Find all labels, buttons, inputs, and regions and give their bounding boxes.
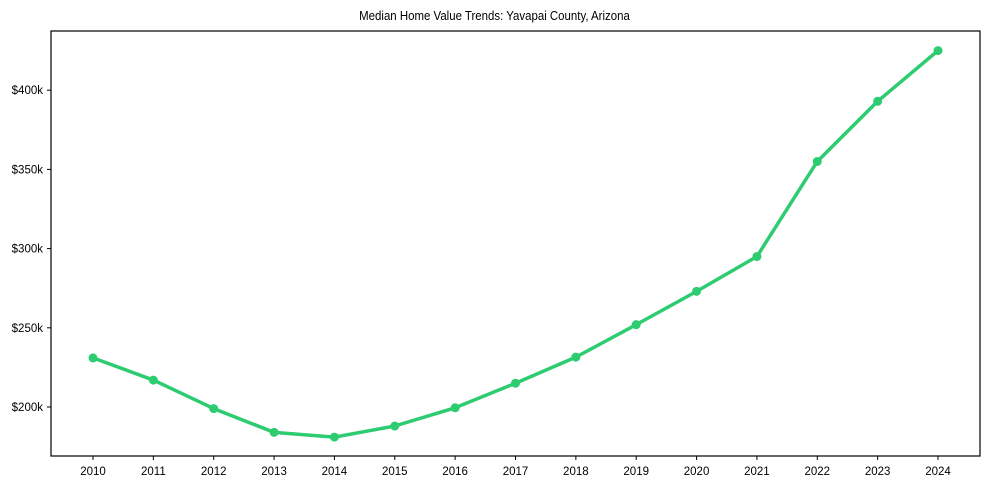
- data-point-marker: [390, 421, 400, 431]
- data-point-marker: [933, 46, 943, 56]
- x-tick-label: 2020: [684, 466, 710, 478]
- plot-area: [50, 30, 981, 457]
- x-tick-label: 2017: [503, 466, 529, 478]
- x-tick-label: 2019: [623, 466, 649, 478]
- x-axis: 2010 2011 2012 2013 2014 2015 2016 2017 2018 2019…: [80, 456, 951, 478]
- y-tick-label: $300k: [12, 244, 44, 256]
- data-point-marker: [511, 378, 520, 388]
- x-tick-label: 2023: [865, 466, 891, 478]
- x-tick-label: 2014: [322, 466, 348, 478]
- data-point-marker: [752, 252, 762, 262]
- y-tick-label: $400k: [12, 85, 44, 97]
- data-point-marker: [269, 427, 279, 437]
- data-point-marker: [812, 156, 822, 166]
- x-tick-label: 2015: [382, 466, 408, 478]
- x-tick-label: 2011: [141, 466, 166, 478]
- data-point-marker: [329, 432, 339, 442]
- x-tick-label: 2016: [442, 466, 468, 478]
- x-tick-label: 2021: [744, 466, 770, 478]
- data-point-marker: [692, 286, 702, 296]
- data-point-marker: [571, 352, 581, 362]
- data-point-marker: [209, 404, 219, 414]
- x-tick-label: 2024: [925, 466, 951, 478]
- data-point-marker: [88, 353, 98, 363]
- data-point-marker: [450, 403, 460, 413]
- data-point-marker: [631, 320, 641, 330]
- data-point-marker: [873, 96, 883, 106]
- y-tick-label: $350k: [12, 164, 44, 176]
- x-tick-label: 2010: [80, 466, 106, 478]
- x-tick-label: 2022: [804, 466, 830, 478]
- chart-title: Median Home Value Trends: Yavapai County…: [359, 8, 630, 23]
- data-point-marker: [148, 375, 158, 385]
- x-tick-label: 2018: [563, 466, 589, 478]
- y-tick-label: $250k: [12, 323, 44, 335]
- x-tick-label: 2012: [201, 466, 227, 478]
- data-series: [88, 46, 943, 442]
- y-tick-label: $200k: [12, 402, 44, 414]
- y-axis: $200k $250k $300k $350k $400k: [12, 85, 51, 414]
- x-tick-label: 2013: [261, 466, 287, 478]
